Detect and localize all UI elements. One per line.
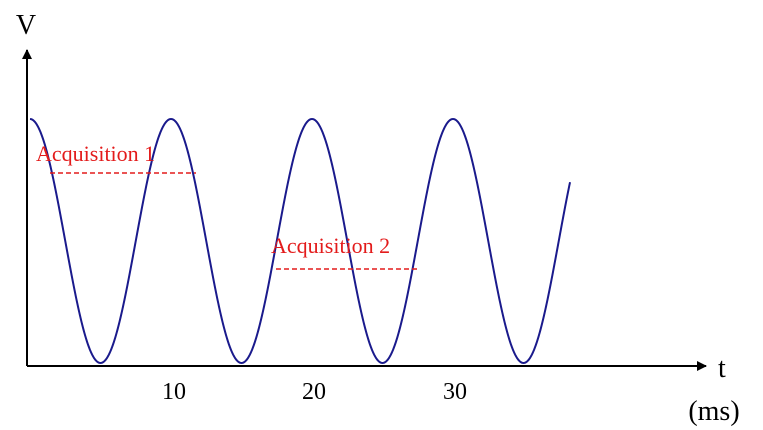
x-tick-label: 30 — [443, 379, 467, 405]
x-axis-unit: (ms) — [688, 396, 739, 427]
acquisition-1-label: Acquisition 1 — [36, 141, 155, 166]
x-axis-label: t — [718, 353, 726, 384]
y-axis-label: V — [16, 10, 36, 41]
x-tick-label: 20 — [302, 379, 326, 405]
waveform-line — [29, 117, 572, 365]
acquisition-2-label: Acquisition 2 — [271, 233, 390, 258]
x-tick-label: 10 — [162, 379, 186, 405]
